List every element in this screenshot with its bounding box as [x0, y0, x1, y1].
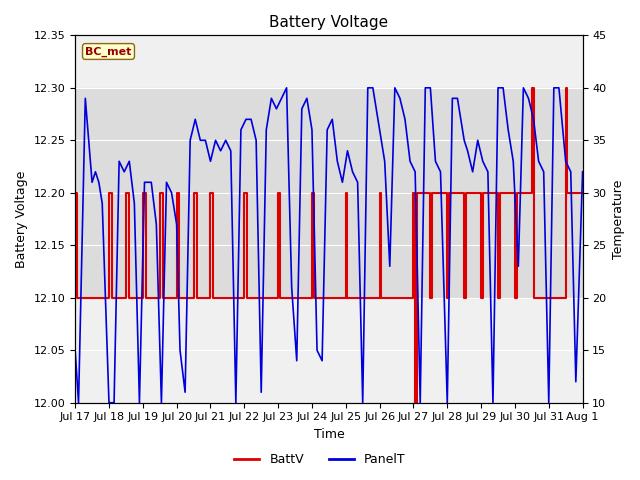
X-axis label: Time: Time [314, 428, 344, 441]
Legend: BattV, PanelT: BattV, PanelT [229, 448, 411, 471]
Text: BC_met: BC_met [85, 47, 132, 57]
Y-axis label: Battery Voltage: Battery Voltage [15, 170, 28, 268]
Y-axis label: Temperature: Temperature [612, 180, 625, 259]
Bar [75, 88, 582, 298]
Title: Battery Voltage: Battery Voltage [269, 15, 388, 30]
